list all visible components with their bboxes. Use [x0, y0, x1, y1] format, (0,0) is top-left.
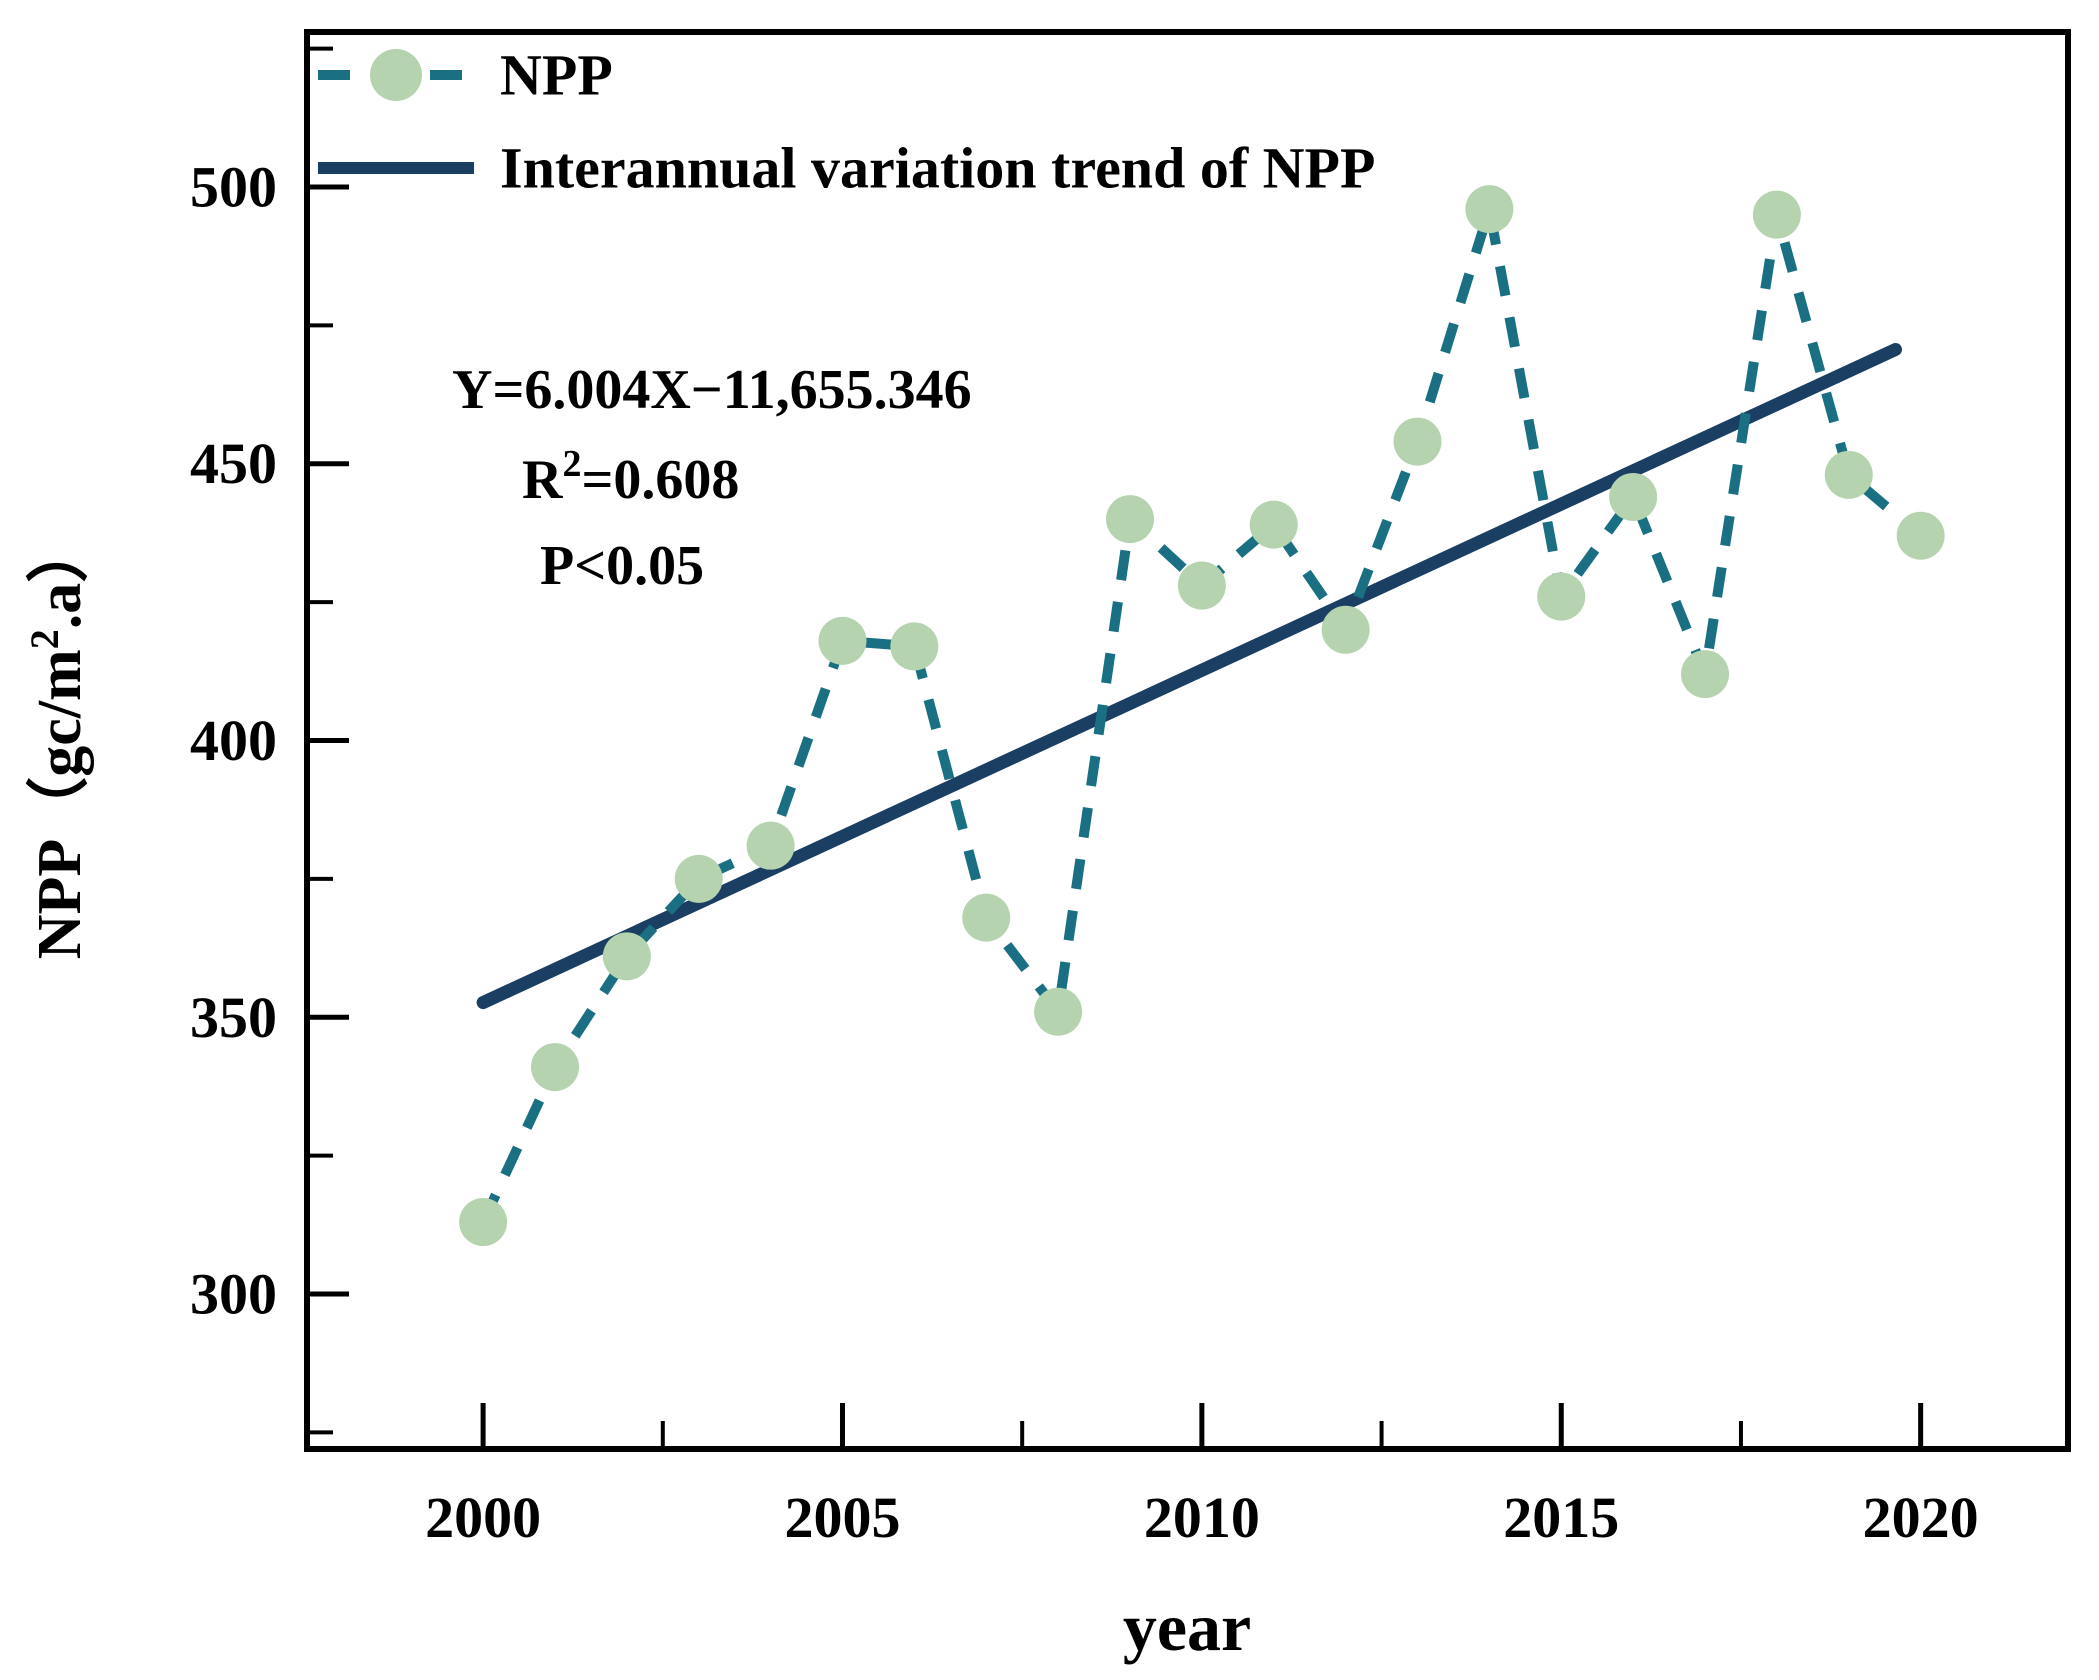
plot-frame [304, 29, 2071, 1452]
data-point-marker [1681, 650, 1730, 699]
data-point-marker [602, 932, 651, 981]
legend-item-npp: NPP [318, 43, 613, 108]
y-axis-title-pre: NPP（gc/m [24, 649, 94, 959]
x-tick-label: 2010 [1144, 1485, 1260, 1550]
x-tick-label: 2005 [784, 1485, 900, 1550]
data-point-marker [459, 1198, 508, 1247]
x-tick-label: 2020 [1863, 1485, 1979, 1550]
legend-label-npp: NPP [500, 43, 613, 108]
trend-line [476, 343, 1902, 1010]
data-point-marker [1321, 605, 1370, 654]
data-point-marker [1177, 561, 1226, 610]
data-point-marker [1465, 185, 1514, 234]
p-value: P<0.05 [540, 535, 704, 597]
data-point-marker [1105, 495, 1154, 544]
x-tick-label: 2000 [425, 1485, 541, 1550]
y-axis-title-post: .a） [24, 521, 94, 630]
y-tick-label: 400 [190, 708, 277, 773]
plot-area: 300 350 400 450 500 2000 2005 2010 2015 2020 [190, 29, 2071, 1550]
data-point-marker [746, 821, 795, 870]
regression-annotation: Y=6.004X−11,655.346 R2=0.608 P<0.05 [452, 359, 972, 597]
r-squared-rest: =0.608 [581, 449, 739, 511]
y-tick-label: 350 [190, 985, 277, 1050]
y-tick-label: 500 [190, 154, 277, 219]
data-point-marker [1537, 572, 1586, 621]
y-tick-label: 450 [190, 431, 277, 496]
x-axis-title: year [1123, 1589, 1251, 1665]
r-squared-base: R [522, 449, 563, 511]
data-point-marker [890, 622, 939, 671]
y-tick-label: 300 [190, 1262, 277, 1327]
data-point-marker [1034, 987, 1083, 1036]
data-point-marker [1752, 190, 1801, 239]
data-point-marker [818, 616, 867, 665]
legend-label-trend: Interannual variation trend of NPP [500, 136, 1375, 201]
legend-item-trend: Interannual variation trend of NPP [318, 136, 1375, 201]
legend: NPP Interannual variation trend of NPP [318, 43, 1375, 201]
regression-equation: Y=6.004X−11,655.346 [452, 359, 972, 421]
data-point-marker [674, 854, 723, 903]
data-point-marker [1824, 450, 1873, 499]
data-point-marker [962, 893, 1011, 942]
x-tick-label: 2015 [1503, 1485, 1619, 1550]
y-axis-title-superscript: 2 [22, 629, 67, 649]
data-point-marker [1393, 417, 1442, 466]
r-squared-value: R2=0.608 [522, 443, 739, 511]
r-squared-superscript: 2 [562, 443, 581, 485]
y-axis-title: NPP（gc/m2.a） [22, 521, 94, 959]
data-point-marker [530, 1043, 579, 1092]
data-point-marker [1609, 472, 1658, 521]
data-point-marker [1896, 511, 1945, 560]
data-point-marker [1249, 500, 1298, 549]
npp-marker-swatch [370, 49, 422, 101]
